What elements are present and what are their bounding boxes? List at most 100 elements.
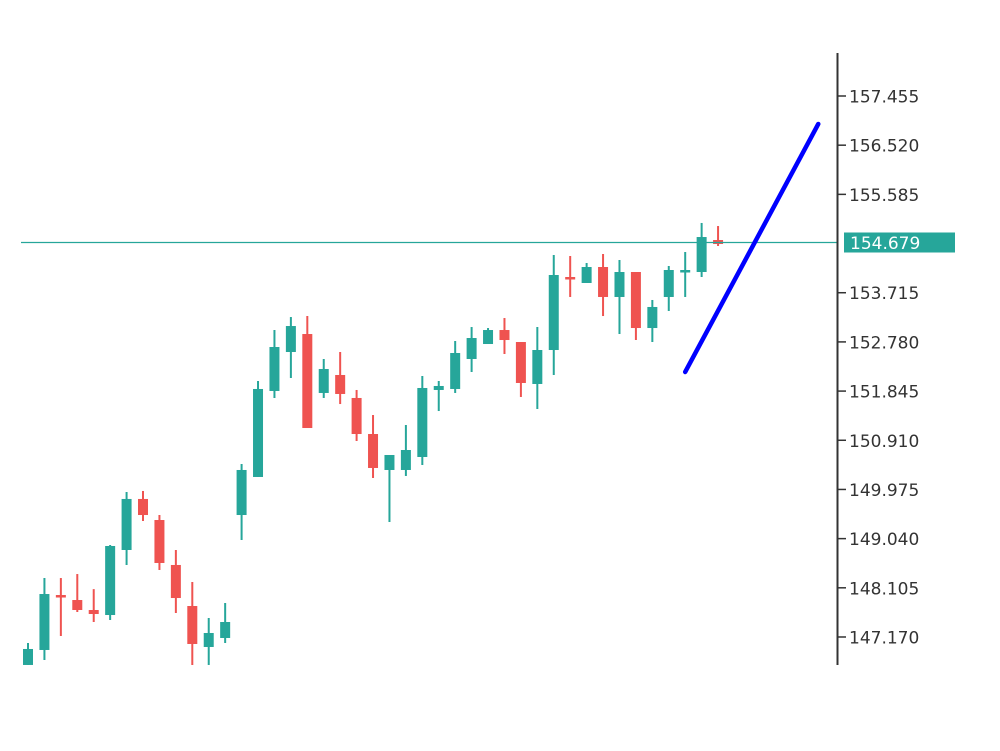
candle[interactable] <box>630 271 641 341</box>
candle[interactable] <box>318 359 329 398</box>
candle-body <box>450 353 461 389</box>
candle[interactable] <box>680 252 691 297</box>
price-axis-ticks[interactable]: 157.455 156.520 155.585 153.715 152.780 151.8… <box>837 88 919 649</box>
candle-body <box>187 606 198 644</box>
candle[interactable] <box>400 425 411 476</box>
candle-body <box>55 595 66 598</box>
candle-body <box>170 564 181 599</box>
tick-label: 153.715 <box>849 284 919 304</box>
candle-body <box>483 330 494 345</box>
candle[interactable] <box>88 589 99 622</box>
candle[interactable] <box>170 549 181 614</box>
candle-body <box>680 270 691 273</box>
tick-label: 157.455 <box>849 88 919 108</box>
candle[interactable] <box>466 327 477 372</box>
candle-body <box>220 622 231 638</box>
candle[interactable] <box>105 544 116 621</box>
candle[interactable] <box>696 222 707 277</box>
tick-label: 156.520 <box>849 137 919 157</box>
tick-label: 151.845 <box>849 383 919 403</box>
candle[interactable] <box>663 266 674 311</box>
candle[interactable] <box>433 380 444 412</box>
candle[interactable] <box>614 260 625 335</box>
candle-body <box>400 449 411 470</box>
candle-body <box>663 270 674 297</box>
candle[interactable] <box>335 352 346 405</box>
candle-body <box>269 347 280 391</box>
candle-body <box>565 276 576 280</box>
candle[interactable] <box>285 317 296 378</box>
candle[interactable] <box>581 263 592 283</box>
candle-body <box>581 267 592 283</box>
candle-body <box>515 342 526 383</box>
tick-label: 155.585 <box>849 186 919 206</box>
candle-body <box>598 267 609 297</box>
candle-body <box>466 338 477 359</box>
candle-body <box>318 368 329 393</box>
candle[interactable] <box>72 574 83 613</box>
candle-body <box>532 350 543 384</box>
candle[interactable] <box>138 490 149 522</box>
candle-body <box>253 388 264 477</box>
candle-body <box>154 520 165 563</box>
candle-body <box>88 610 99 615</box>
candle-body <box>433 385 444 390</box>
candle[interactable] <box>532 327 543 409</box>
candle-body <box>335 374 346 394</box>
candle[interactable] <box>351 389 362 442</box>
tick-label: 149.040 <box>849 530 919 550</box>
candle[interactable] <box>515 342 526 397</box>
candle-body <box>105 545 116 616</box>
candle-body <box>368 434 379 468</box>
candle-body <box>285 326 296 353</box>
tick-label: 152.780 <box>849 333 919 353</box>
candle-body <box>138 498 149 516</box>
candle-body <box>72 600 83 611</box>
candle[interactable] <box>121 491 132 565</box>
candle-body <box>203 632 214 647</box>
candle[interactable] <box>647 299 658 343</box>
candle-body <box>548 274 559 351</box>
candle[interactable] <box>548 255 559 375</box>
candle-body <box>417 387 428 457</box>
candle[interactable] <box>565 256 576 297</box>
candle[interactable] <box>499 318 510 355</box>
candle[interactable] <box>253 380 264 477</box>
candle-body <box>121 498 132 550</box>
candle-body <box>630 271 641 329</box>
candle-body <box>499 330 510 341</box>
tick-label: 150.910 <box>849 432 919 452</box>
candle-body <box>384 454 395 470</box>
candle[interactable] <box>187 582 198 665</box>
candle-body <box>302 334 313 429</box>
candle[interactable] <box>598 254 609 317</box>
candle[interactable] <box>154 515 165 570</box>
candle-body <box>696 237 707 272</box>
candle[interactable] <box>417 375 428 465</box>
trendline[interactable] <box>682 121 821 375</box>
candle-body <box>647 306 658 329</box>
current-price-text: 154.679 <box>850 234 920 254</box>
candle-body <box>23 648 33 665</box>
candle-body <box>236 469 247 516</box>
candle[interactable] <box>384 454 395 523</box>
candle[interactable] <box>203 618 214 665</box>
candle-body <box>614 271 625 297</box>
candle[interactable] <box>302 316 313 429</box>
candles-layer <box>23 222 724 670</box>
tick-label: 149.975 <box>849 481 919 501</box>
candle-body <box>39 594 50 650</box>
candle[interactable] <box>368 415 379 478</box>
tick-label: 147.170 <box>849 628 919 648</box>
candle[interactable] <box>483 328 494 345</box>
candle[interactable] <box>220 603 231 643</box>
candle[interactable] <box>23 642 33 670</box>
candle[interactable] <box>450 341 461 393</box>
candle[interactable] <box>55 578 66 636</box>
candle[interactable] <box>269 330 280 398</box>
candle[interactable] <box>236 463 247 540</box>
candle[interactable] <box>39 578 50 660</box>
tick-label: 148.105 <box>849 579 919 599</box>
